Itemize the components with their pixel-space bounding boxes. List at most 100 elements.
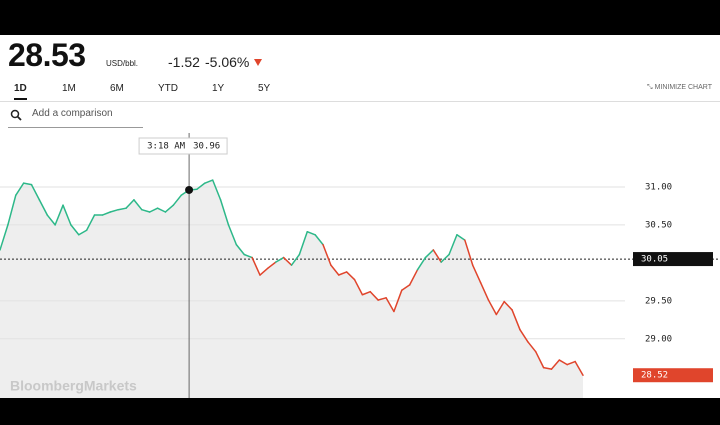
range-tab[interactable]: YTD: [158, 83, 178, 94]
change: -1.52: [168, 54, 200, 70]
y-tick-label: 29.50: [645, 296, 672, 306]
line-segment: [290, 253, 301, 266]
line-segment: [78, 229, 88, 236]
line-segment: [338, 271, 348, 276]
line-segment: [30, 183, 41, 201]
line-segment: [424, 249, 435, 259]
line-segment: [511, 309, 521, 331]
line-segment: [361, 290, 372, 296]
reference-label: 30.05: [641, 255, 668, 265]
line-segment: [0, 224, 9, 251]
line-segment: [385, 297, 395, 313]
reference-label-box: [633, 252, 713, 267]
range-tab[interactable]: 5Y: [258, 83, 271, 94]
line-segment: [85, 214, 96, 231]
line-segment: [369, 290, 379, 301]
line-segment: [125, 199, 135, 209]
line-segment: [353, 278, 364, 296]
line-segment: [440, 253, 450, 263]
widget: 28.53 USD/bbl. -1.52 -5.06% 1D 1M 6M YTD 1Y 5…: [0, 35, 720, 398]
comparison-search[interactable]: Add a comparison: [8, 105, 143, 128]
line-segment: [330, 264, 340, 276]
line-segment: [172, 194, 182, 206]
chart: 31.00 30.50 29.50 29.00 30.05 28.52 3:18 AM 30.…: [0, 133, 720, 398]
area: [0, 180, 583, 398]
line-segment: [274, 256, 285, 263]
line-segment: [211, 179, 222, 201]
line-segment: [298, 230, 309, 256]
line-segment: [141, 208, 151, 213]
line-segment: [503, 300, 513, 311]
line-segment: [345, 271, 356, 281]
crosshair-box: [138, 137, 228, 155]
line-segment: [377, 297, 387, 301]
line-segment: [408, 268, 419, 286]
minimize-icon: ⤡: [647, 84, 655, 91]
line-segment: [558, 359, 568, 366]
line-segment: [196, 182, 206, 190]
crosshair-value: 30.96: [193, 142, 220, 152]
price: 28.53: [8, 37, 86, 73]
line-segment: [70, 224, 80, 236]
range-tab[interactable]: 1D: [14, 83, 27, 100]
line-segment: [62, 204, 72, 226]
line-segment: [393, 289, 403, 313]
y-tick-label: 30.50: [645, 220, 672, 230]
line-segment: [7, 194, 17, 226]
line-segment: [46, 214, 56, 226]
line-segment: [534, 350, 545, 369]
line-segment: [251, 256, 261, 276]
search-icon: [10, 109, 22, 121]
line-segment: [164, 204, 175, 213]
line-segment: [109, 208, 119, 213]
line-segment: [322, 243, 332, 266]
line-segment: [432, 249, 442, 263]
line-segment: [519, 328, 529, 343]
line-segment: [566, 360, 576, 366]
line-segment: [54, 204, 64, 226]
line-segment: [22, 182, 33, 186]
change-percent: -5.06%: [205, 54, 250, 70]
minimize-button[interactable]: ⤡ MINIMIZE CHART: [647, 84, 712, 92]
range-tab[interactable]: 1M: [62, 83, 76, 94]
line-segment: [204, 179, 214, 184]
line-segment: [243, 253, 253, 259]
line-segment: [282, 256, 293, 266]
search-placeholder: Add a comparison: [32, 108, 113, 119]
line-segment: [416, 256, 427, 271]
line-segment: [38, 199, 49, 216]
line-segment: [542, 366, 553, 370]
line-segment: [487, 299, 498, 316]
line-segment: [306, 230, 316, 236]
line-segment: [117, 207, 127, 211]
line-segment: [550, 359, 561, 370]
last-value-box: [633, 368, 713, 383]
line-segment: [401, 284, 411, 291]
line-segment: [156, 207, 167, 213]
line-segment: [527, 341, 537, 353]
watermark: BloombergMarkets: [10, 378, 137, 394]
line-segment: [479, 281, 490, 301]
line-segment: [495, 300, 505, 316]
line-segment: [259, 267, 269, 276]
range-tab[interactable]: 6M: [110, 83, 124, 94]
line-segment: [464, 239, 474, 266]
range-tabs: 1D 1M 6M YTD 1Y 5Y: [0, 81, 720, 102]
line-segment: [148, 207, 159, 213]
line-segment: [235, 243, 245, 256]
y-tick-label: 29.00: [645, 334, 672, 344]
down-arrow: [254, 59, 262, 66]
last-value-label: 28.52: [641, 371, 668, 381]
line-segment: [456, 234, 466, 241]
crosshair-dot: [185, 185, 194, 194]
line-segment: [314, 234, 324, 246]
range-tab[interactable]: 1Y: [212, 83, 225, 94]
line-segment: [267, 261, 277, 269]
crosshair-time: 3:18 AM: [147, 142, 186, 152]
line-segment: [448, 234, 458, 256]
line-segment: [15, 182, 25, 197]
line-segment: [227, 224, 238, 246]
y-tick-label: 31.00: [645, 182, 672, 192]
line-segment: [471, 264, 482, 284]
